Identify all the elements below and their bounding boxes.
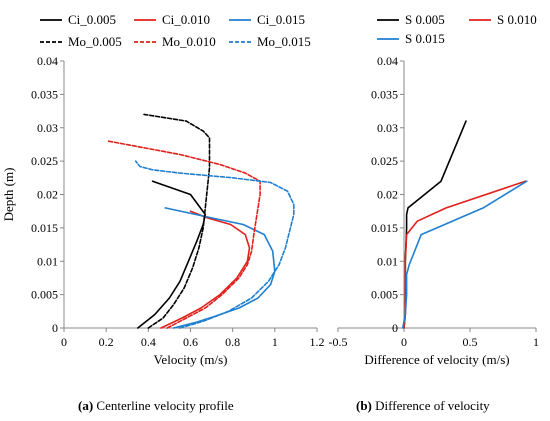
legend-label: Ci_0.010 <box>162 12 210 27</box>
chart-panel-a: 0 0.2 0.4 0.6 0.8 1 1.2 0 0.005 0.01 0.015 0.02 0.02… <box>1 12 325 367</box>
y-tick-label: 0.03 <box>37 121 58 135</box>
series-line-S-0-005 <box>403 120 467 329</box>
y-tick-label: 0.015 <box>371 221 398 235</box>
legend-label: Mo_0.015 <box>257 34 311 49</box>
y-tick-label: 0.015 <box>31 221 58 235</box>
y-tick-label: 0.01 <box>37 254 58 268</box>
x-tick-label: 1 <box>272 335 278 349</box>
x-tick-label: -0.5 <box>329 335 348 349</box>
x-tick-label: 0.4 <box>141 335 156 349</box>
series-line-Mo-0-010 <box>107 140 261 329</box>
x-tick-label: 0.2 <box>99 335 114 349</box>
x-tick-label: 0 <box>401 335 407 349</box>
y-tick-label: 0.025 <box>371 154 398 168</box>
chart-panel-b: -0.5 0 0.5 1 0 0.005 0.01 0.015 0.02 0.025 0.03 0.0… <box>329 12 540 367</box>
series-line-Mo-0-005 <box>143 113 211 329</box>
x-axis-label: Difference of velocity (m/s) <box>364 352 509 367</box>
legend-label: Mo_0.005 <box>68 34 122 49</box>
x-tick-label: 0.8 <box>225 335 240 349</box>
legend-label: Ci_0.005 <box>68 12 116 27</box>
caption-b-label: (b) <box>356 398 372 413</box>
series-line-S-0-015 <box>401 180 528 329</box>
legend-label: S 0.005 <box>405 12 445 27</box>
x-tick-label: 1 <box>533 335 539 349</box>
x-tick-label: 0.6 <box>183 335 198 349</box>
y-tick-label: 0.005 <box>371 288 398 302</box>
x-axis-label: Velocity (m/s) <box>153 352 227 367</box>
y-tick-label: 0.035 <box>371 87 398 101</box>
series-line-S-0-010 <box>403 180 527 329</box>
caption-b-text: Difference of velocity <box>371 398 490 413</box>
y-tick-label: 0.04 <box>377 54 398 68</box>
x-tick-label: 1.2 <box>310 335 325 349</box>
y-tick-label: 0.04 <box>37 54 58 68</box>
series-line-Mo-0-015 <box>134 160 295 329</box>
y-tick-label: 0.02 <box>377 188 398 202</box>
series-line-Ci-0-005 <box>137 180 207 329</box>
caption-a: (a) Centerline velocity profile <box>78 398 234 414</box>
y-axis-label: Depth (m) <box>1 168 16 222</box>
y-tick-label: 0 <box>52 321 58 335</box>
legend-label: Ci_0.015 <box>257 12 305 27</box>
y-tick-label: 0.025 <box>31 154 58 168</box>
y-tick-label: 0.01 <box>377 254 398 268</box>
y-tick-label: 0.03 <box>377 121 398 135</box>
y-tick-label: 0.005 <box>31 288 58 302</box>
series-line-Ci-0-010 <box>160 210 251 329</box>
series-line-Ci-0-015 <box>164 207 276 329</box>
y-tick-label: 0.02 <box>37 188 58 202</box>
legend-label: S 0.010 <box>497 12 537 27</box>
y-tick-label: 0.035 <box>31 87 58 101</box>
legend-label: S 0.015 <box>405 31 445 46</box>
legend-label: Mo_0.010 <box>162 34 216 49</box>
caption-a-label: (a) <box>78 398 94 413</box>
caption-a-text: Centerline velocity profile <box>93 398 234 413</box>
caption-b: (b) Difference of velocity <box>356 398 490 414</box>
y-tick-label: 0 <box>392 321 398 335</box>
x-tick-label: 0 <box>61 335 67 349</box>
x-tick-label: 0.5 <box>463 335 478 349</box>
